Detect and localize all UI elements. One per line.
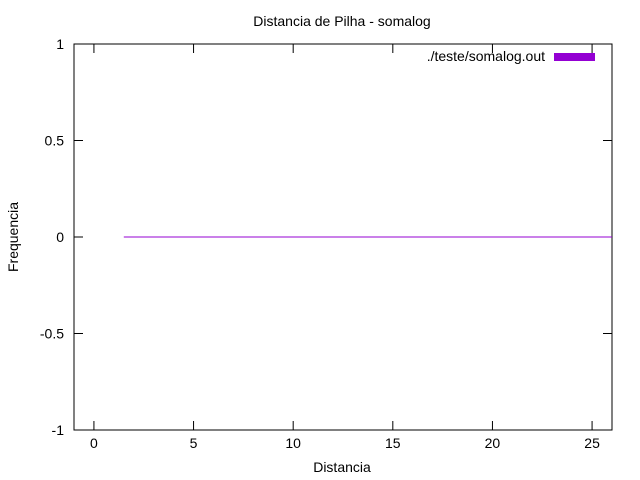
y-tick-label: -0.5 xyxy=(40,326,64,342)
legend: ./teste/somalog.out xyxy=(427,48,595,64)
y-tick-label: 1 xyxy=(56,36,64,52)
x-tick-label: 25 xyxy=(584,435,600,451)
y-tick-label: 0.5 xyxy=(45,133,65,149)
x-tick-label: 5 xyxy=(190,435,198,451)
x-tick-label: 15 xyxy=(385,435,401,451)
y-axis-label: Frequencia xyxy=(5,202,21,272)
x-axis-ticks: 0 5 10 15 20 25 xyxy=(90,44,600,451)
x-tick-label: 0 xyxy=(90,435,98,451)
chart-title: Distancia de Pilha - somalog xyxy=(253,13,430,29)
y-tick-label: 0 xyxy=(56,229,64,245)
x-tick-label: 10 xyxy=(285,435,301,451)
y-tick-label: -1 xyxy=(52,422,65,438)
y-axis-ticks: -1 -0.5 0 0.5 1 xyxy=(40,36,612,438)
x-axis-label: Distancia xyxy=(313,459,371,475)
x-tick-label: 20 xyxy=(485,435,501,451)
legend-label: ./teste/somalog.out xyxy=(427,48,545,64)
legend-swatch xyxy=(554,53,595,61)
